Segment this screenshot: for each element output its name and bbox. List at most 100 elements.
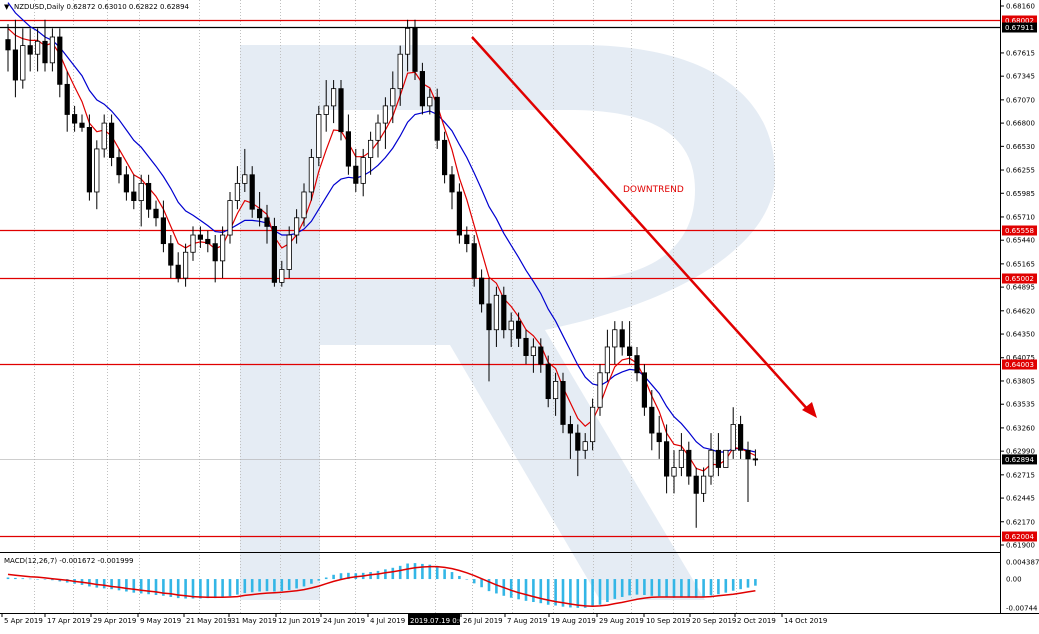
macd-histogram-bar [347, 572, 350, 580]
price-tick-label: 0.66530 [1006, 143, 1035, 151]
macd-histogram-bar [709, 579, 713, 596]
time-tick-label: 10 Sep 2019 [646, 617, 690, 625]
macd-histogram-bar [657, 579, 661, 597]
candle [271, 217, 278, 287]
macd-histogram-bar [472, 579, 476, 584]
candle-body-bullish [316, 114, 322, 158]
macd-histogram-bar [184, 579, 187, 599]
candle [35, 28, 41, 72]
level-label-text: 0.67911 [1005, 24, 1034, 32]
macd-histogram-bar [650, 579, 654, 596]
candle [516, 312, 522, 347]
candle [12, 19, 18, 98]
time-tick-label: 12 Jun 2019 [278, 617, 320, 625]
price-tick-label: 0.64895 [1006, 284, 1035, 292]
candle [464, 226, 470, 253]
macd-histogram-bar [36, 579, 39, 580]
time-axis-labels: 5 Apr 2019 17 Apr 2019 29 Apr 2019 9 May 20… [1, 613, 827, 625]
candle [752, 449, 759, 466]
candle-body-bullish [597, 372, 603, 408]
downtrend-arrow[interactable] [471, 36, 817, 418]
horizontal-levels[interactable] [0, 19, 1000, 538]
candle [582, 433, 588, 459]
price-tick-label: 0.64075 [1006, 354, 1035, 362]
macd-histogram-bar [731, 579, 735, 591]
candle [493, 286, 500, 347]
candle-body-bearish [264, 217, 270, 227]
macd-histogram-bar [14, 577, 17, 580]
macd-histogram-bar [132, 579, 136, 593]
time-tick-label: 31 May 2019 [231, 617, 277, 625]
candle-body-bullish [360, 157, 366, 184]
price-tick-label: 0.66255 [1006, 167, 1035, 175]
candle-body-bearish [567, 424, 574, 434]
candle-body-bullish [35, 40, 41, 55]
time-tick-label: 2 Oct 2019 [737, 617, 776, 625]
candle-body-bearish [575, 432, 581, 451]
candle [286, 226, 292, 279]
macd-histogram-bar [265, 579, 269, 592]
candle-body-bullish [382, 105, 389, 124]
macd-histogram-bar [117, 579, 121, 591]
price-tick-label: 0.65985 [1006, 190, 1035, 198]
price-tick-label: 0.65710 [1006, 213, 1035, 221]
candle-body-bullish [138, 182, 144, 201]
candle [353, 148, 359, 192]
candle [360, 148, 366, 197]
candle-body-bearish [412, 27, 418, 72]
macd-histogram-bar [717, 579, 720, 595]
candle-body-bearish [212, 243, 218, 262]
macd-tick-label: 0.004387 [1006, 559, 1039, 567]
time-tick-label: 17 Apr 2019 [47, 617, 90, 625]
price-tick-label: 0.62445 [1006, 495, 1035, 503]
macd-histogram-bar [139, 579, 143, 594]
price-axis-ticks: 0.68160 0.67615 0.67345 0.67070 0.66800 0.665… [1000, 3, 1035, 550]
macd-histogram-bar [672, 579, 676, 598]
candle [49, 28, 56, 72]
candle [486, 278, 492, 382]
candle [42, 19, 48, 72]
macd-histogram-bar [21, 578, 25, 580]
candle-body-bearish [686, 449, 692, 477]
candle-body-bearish [634, 355, 640, 374]
candle [604, 329, 611, 382]
macd-histogram-bar [6, 577, 10, 580]
macd-histogram-bar [598, 579, 602, 605]
candle-body-bullish [730, 424, 736, 451]
candle [301, 183, 307, 227]
price-axis[interactable]: 0.68160 0.67615 0.67345 0.67070 0.66800 0.665… [1000, 0, 1039, 613]
candle-body-bullish [701, 475, 707, 494]
macd-histogram-bar [236, 579, 239, 595]
candle-body-bullish [308, 157, 315, 193]
price-tick-label: 0.68160 [1006, 3, 1035, 11]
candle [449, 166, 455, 210]
candle [338, 80, 344, 141]
current-price-value: 0.62894 [1005, 456, 1034, 464]
moving-average-slow-line [7, 2, 756, 453]
macd-histogram-bar [125, 579, 128, 592]
candle [715, 433, 722, 477]
macd-histogram-bar [428, 564, 432, 580]
macd-histogram-bar [465, 579, 469, 580]
macd-histogram-bar [413, 563, 417, 580]
macd-histogram-bar [746, 579, 750, 588]
macd-histogram-bar [532, 579, 535, 603]
candle-body-bearish [516, 320, 522, 339]
candle-body-bullish [404, 27, 411, 55]
candle-body-bearish [456, 191, 463, 236]
candle-body-bearish [145, 182, 152, 210]
price-tick-label: 0.62170 [1006, 518, 1035, 526]
candle-body-bullish [279, 269, 285, 283]
chart-header-arrow-icon[interactable]: ▼ [4, 3, 10, 11]
candle-body-bullish [323, 105, 329, 115]
candle-body-bearish [419, 71, 426, 107]
candle [242, 148, 248, 192]
macd-histogram-bar [524, 579, 528, 601]
candle-body-bullish [427, 96, 433, 107]
time-crosshair-label-box [408, 614, 460, 625]
price-tick-label: 0.66800 [1006, 120, 1035, 128]
candle-body-bearish [478, 277, 485, 305]
time-axis[interactable]: 5 Apr 2019 17 Apr 2019 29 Apr 2019 9 May 20… [0, 613, 1039, 625]
